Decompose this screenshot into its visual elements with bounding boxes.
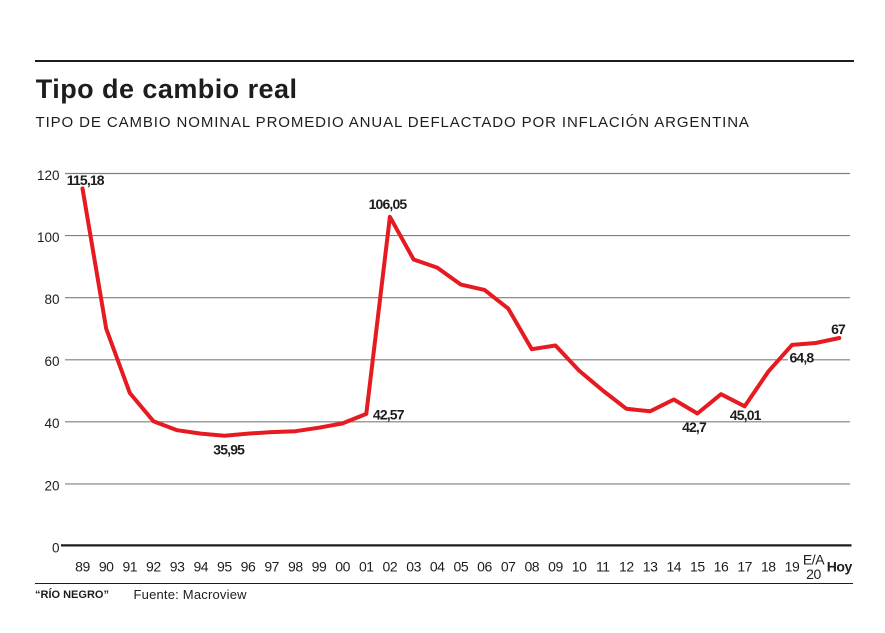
svg-text:07: 07 — [501, 559, 516, 575]
svg-text:67: 67 — [831, 321, 846, 337]
svg-text:89: 89 — [75, 559, 90, 575]
svg-text:20: 20 — [806, 566, 821, 582]
svg-text:97: 97 — [264, 559, 279, 575]
svg-text:03: 03 — [406, 559, 421, 575]
svg-text:42,7: 42,7 — [682, 419, 707, 435]
svg-text:13: 13 — [643, 559, 658, 575]
svg-text:60: 60 — [44, 354, 59, 369]
svg-text:96: 96 — [241, 559, 256, 575]
svg-text:05: 05 — [454, 559, 469, 575]
svg-text:80: 80 — [44, 292, 59, 307]
svg-text:99: 99 — [312, 559, 327, 575]
svg-text:17: 17 — [737, 559, 752, 575]
svg-text:95: 95 — [217, 559, 232, 575]
svg-text:Hoy: Hoy — [827, 559, 853, 575]
svg-text:93: 93 — [170, 559, 185, 575]
svg-text:02: 02 — [383, 559, 398, 575]
svg-text:00: 00 — [335, 559, 350, 575]
svg-text:06: 06 — [477, 559, 492, 575]
svg-text:E/A: E/A — [803, 551, 825, 567]
svg-text:0: 0 — [52, 540, 60, 555]
svg-text:16: 16 — [714, 559, 729, 575]
svg-text:92: 92 — [146, 559, 161, 575]
svg-text:14: 14 — [666, 559, 681, 575]
svg-text:40: 40 — [44, 416, 59, 431]
svg-text:08: 08 — [524, 559, 539, 575]
svg-text:15: 15 — [690, 559, 705, 575]
svg-text:64,8: 64,8 — [790, 350, 815, 366]
svg-text:90: 90 — [99, 559, 114, 575]
svg-text:42,57: 42,57 — [373, 407, 405, 423]
svg-text:04: 04 — [430, 559, 445, 575]
svg-text:94: 94 — [193, 559, 208, 575]
svg-text:106,05: 106,05 — [369, 196, 408, 212]
svg-text:35,95: 35,95 — [213, 441, 245, 457]
svg-text:18: 18 — [761, 559, 776, 575]
svg-text:09: 09 — [548, 559, 563, 575]
svg-text:115,18: 115,18 — [67, 172, 105, 188]
svg-text:100: 100 — [37, 230, 60, 245]
svg-text:120: 120 — [37, 168, 60, 183]
svg-text:45,01: 45,01 — [730, 407, 762, 423]
svg-text:20: 20 — [44, 478, 59, 493]
svg-text:19: 19 — [785, 559, 800, 575]
svg-text:10: 10 — [572, 559, 587, 575]
svg-text:12: 12 — [619, 559, 634, 575]
svg-text:91: 91 — [122, 559, 137, 575]
svg-text:11: 11 — [596, 559, 610, 575]
svg-text:01: 01 — [359, 559, 374, 575]
svg-text:98: 98 — [288, 559, 303, 575]
